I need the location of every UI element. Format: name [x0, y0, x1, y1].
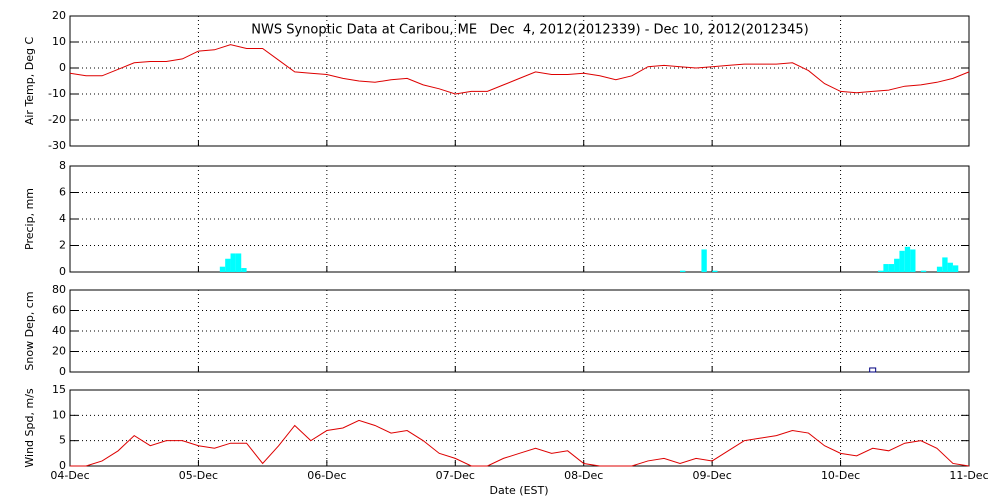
chart-title: NWS Synoptic Data at Caribou, ME Dec 4, … — [251, 23, 809, 38]
bar — [910, 249, 916, 272]
x-tick-label: 09-Dec — [693, 469, 732, 482]
y-tick-label: 60 — [52, 304, 66, 317]
bar — [904, 246, 911, 272]
x-tick-label: 11-Dec — [949, 469, 988, 482]
bar — [701, 249, 707, 272]
y-axis-label: Air Temp, Deg C — [23, 37, 36, 126]
x-axis-label: Date (EST) — [489, 484, 548, 497]
point — [869, 367, 877, 373]
bar — [878, 270, 884, 272]
bar — [235, 253, 242, 272]
y-tick-label: -10 — [48, 87, 66, 100]
bar — [952, 265, 959, 272]
y-tick-label: 8 — [59, 159, 66, 172]
y-tick-label: 0 — [59, 365, 66, 378]
bar — [225, 258, 231, 272]
bar — [888, 264, 895, 272]
bar — [712, 270, 718, 272]
bar — [230, 253, 236, 272]
data-line — [70, 419, 970, 467]
y-tick-label: 0 — [59, 459, 66, 472]
bar — [920, 270, 927, 272]
y-tick-label: 80 — [52, 283, 66, 296]
bar — [894, 258, 900, 272]
y-tick-label: 0 — [59, 61, 66, 74]
y-tick-label: 20 — [52, 345, 66, 358]
y-tick-label: 15 — [52, 383, 66, 396]
y-tick-label: 0 — [59, 265, 66, 278]
bar — [680, 270, 686, 272]
plot-frame — [69, 389, 970, 467]
bar — [219, 266, 226, 272]
x-tick-label: 06-Dec — [307, 469, 346, 482]
bar — [241, 268, 247, 272]
y-tick-label: 6 — [59, 186, 66, 199]
y-axis-label: Precip, mm — [23, 188, 36, 250]
y-axis-label: Snow Dep, cm — [23, 291, 36, 370]
y-tick-label: 4 — [59, 212, 66, 225]
x-tick-label: 05-Dec — [179, 469, 218, 482]
data-line — [69, 44, 970, 95]
y-axis-label: Wind Spd, m/s — [23, 388, 36, 468]
y-tick-label: 5 — [59, 434, 66, 447]
x-tick-label: 10-Dec — [821, 469, 860, 482]
y-tick-label: 40 — [52, 324, 66, 337]
y-tick-label: 10 — [52, 408, 66, 421]
bar — [899, 250, 905, 272]
bar — [947, 262, 953, 272]
y-tick-label: 20 — [52, 9, 66, 22]
x-tick-label: 07-Dec — [436, 469, 475, 482]
bar — [883, 264, 889, 272]
x-tick-label: 08-Dec — [564, 469, 603, 482]
y-tick-label: 10 — [52, 35, 66, 48]
x-tick-label: 04-Dec — [50, 469, 89, 482]
y-tick-label: -20 — [48, 113, 66, 126]
y-tick-label: -30 — [48, 139, 66, 152]
bar — [936, 266, 943, 272]
y-tick-label: 2 — [59, 239, 66, 252]
bar — [942, 257, 948, 272]
